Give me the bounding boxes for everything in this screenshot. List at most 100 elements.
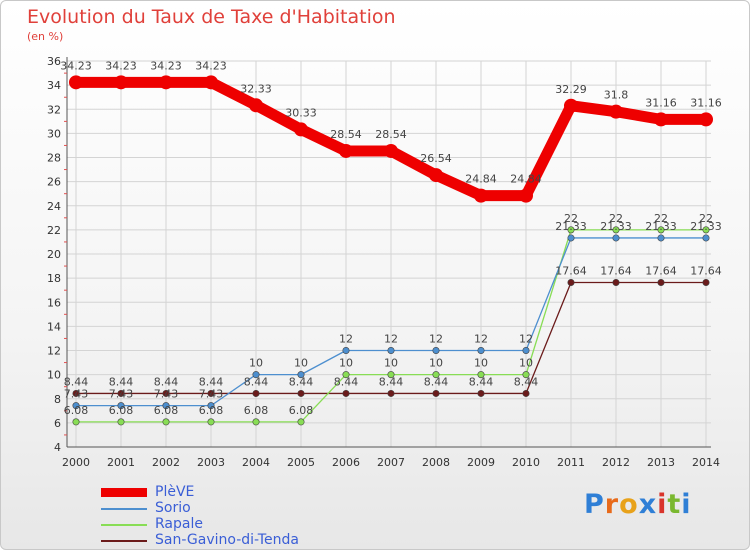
data-label: 8.44 bbox=[154, 375, 179, 388]
data-point bbox=[522, 389, 530, 397]
data-label: 7.43 bbox=[154, 388, 179, 401]
data-label: 12 bbox=[429, 333, 443, 346]
logo-letter: r bbox=[604, 489, 620, 520]
data-label: 10 bbox=[249, 357, 263, 370]
y-tick-label: 22 bbox=[47, 224, 61, 237]
legend-swatch-pleve bbox=[101, 488, 147, 497]
data-label: 6.08 bbox=[109, 404, 134, 417]
logo-letter: i bbox=[657, 489, 668, 520]
legend-item-pleve[interactable]: PlèVE bbox=[101, 484, 341, 501]
data-label: 8.44 bbox=[289, 375, 314, 388]
x-tick-label: 2003 bbox=[197, 456, 225, 469]
data-point bbox=[342, 371, 350, 379]
legend-item-san-gavino[interactable]: San-Gavino-di-Tenda bbox=[101, 532, 341, 549]
data-label: 7.43 bbox=[64, 388, 89, 401]
data-label: 6.08 bbox=[64, 404, 89, 417]
legend-swatch-rapale bbox=[101, 524, 147, 526]
x-tick-label: 2009 bbox=[467, 456, 495, 469]
data-label: 32.29 bbox=[555, 83, 587, 96]
x-tick-label: 2013 bbox=[647, 456, 675, 469]
data-point bbox=[117, 389, 125, 397]
data-label: 28.54 bbox=[375, 128, 407, 141]
data-point bbox=[519, 188, 533, 203]
data-point bbox=[567, 234, 575, 242]
x-tick-label: 2006 bbox=[332, 456, 360, 469]
data-point bbox=[699, 112, 713, 127]
data-label: 8.44 bbox=[244, 375, 269, 388]
legend-item-sorio[interactable]: Sorio bbox=[101, 500, 341, 517]
y-tick-label: 12 bbox=[47, 345, 61, 358]
data-label: 22 bbox=[654, 212, 668, 225]
data-label: 10 bbox=[294, 357, 308, 370]
data-point bbox=[432, 346, 440, 354]
data-point bbox=[297, 418, 305, 426]
x-tick-label: 2010 bbox=[512, 456, 540, 469]
x-tick-label: 2000 bbox=[62, 456, 90, 469]
y-tick-label: 32 bbox=[47, 103, 61, 116]
y-tick-label: 20 bbox=[47, 248, 61, 261]
data-point bbox=[612, 234, 620, 242]
data-label: 22 bbox=[564, 212, 578, 225]
legend-item-rapale[interactable]: Rapale bbox=[101, 516, 341, 533]
data-point bbox=[297, 371, 305, 379]
data-point bbox=[477, 346, 485, 354]
data-point bbox=[342, 389, 350, 397]
logo-letter: i bbox=[681, 489, 692, 520]
data-label: 8.44 bbox=[379, 375, 404, 388]
data-label: 34.23 bbox=[150, 59, 182, 72]
data-label: 34.23 bbox=[195, 59, 227, 72]
grid bbox=[67, 60, 711, 448]
data-label: 10 bbox=[339, 357, 353, 370]
y-tick-label: 26 bbox=[47, 176, 61, 189]
series-lines bbox=[69, 75, 713, 426]
data-label: 31.8 bbox=[604, 89, 629, 102]
data-point bbox=[387, 346, 395, 354]
data-label: 31.16 bbox=[645, 96, 677, 109]
legend-label: PlèVE bbox=[155, 484, 195, 500]
y-tick-label: 14 bbox=[47, 320, 61, 333]
x-tick-label: 2004 bbox=[242, 456, 270, 469]
chart-title: Evolution du Taux de Taxe d'Habitation bbox=[27, 6, 396, 28]
data-label: 17.64 bbox=[555, 264, 587, 277]
y-tick-label: 30 bbox=[47, 127, 61, 140]
y-tick-label: 8 bbox=[54, 393, 61, 406]
legend-label: San-Gavino-di-Tenda bbox=[155, 532, 299, 548]
data-point bbox=[207, 402, 215, 410]
data-label: 31.16 bbox=[690, 96, 722, 109]
data-point bbox=[477, 371, 485, 379]
y-tick-label: 18 bbox=[47, 272, 61, 285]
data-label: 7.43 bbox=[109, 388, 134, 401]
data-point bbox=[339, 143, 353, 158]
data-point bbox=[522, 346, 530, 354]
data-label: 22 bbox=[699, 212, 713, 225]
data-point bbox=[72, 418, 80, 426]
data-label: 21.33 bbox=[690, 220, 722, 233]
data-point bbox=[657, 226, 665, 234]
x-tick-label: 2008 bbox=[422, 456, 450, 469]
data-label: 8.44 bbox=[109, 375, 134, 388]
y-tick-label: 36 bbox=[47, 55, 61, 68]
data-point bbox=[702, 234, 710, 242]
data-point bbox=[702, 278, 710, 286]
data-label: 21.33 bbox=[600, 220, 632, 233]
data-label: 10 bbox=[384, 357, 398, 370]
data-point bbox=[204, 75, 218, 90]
data-point bbox=[294, 122, 308, 137]
data-label: 10 bbox=[474, 357, 488, 370]
data-point bbox=[162, 389, 170, 397]
data-point bbox=[612, 226, 620, 234]
proxiti-logo[interactable]: Proxiti bbox=[584, 489, 692, 520]
data-point bbox=[117, 402, 125, 410]
data-label: 6.08 bbox=[289, 404, 314, 417]
data-label: 12 bbox=[519, 333, 533, 346]
data-label: 12 bbox=[384, 333, 398, 346]
data-label: 12 bbox=[474, 333, 488, 346]
data-label: 30.33 bbox=[285, 106, 317, 119]
y-tick-label: 6 bbox=[54, 417, 61, 430]
data-point bbox=[69, 75, 83, 90]
logo-letter: x bbox=[638, 489, 658, 520]
data-label: 6.08 bbox=[244, 404, 269, 417]
data-label: 8.44 bbox=[199, 375, 224, 388]
data-point bbox=[432, 389, 440, 397]
